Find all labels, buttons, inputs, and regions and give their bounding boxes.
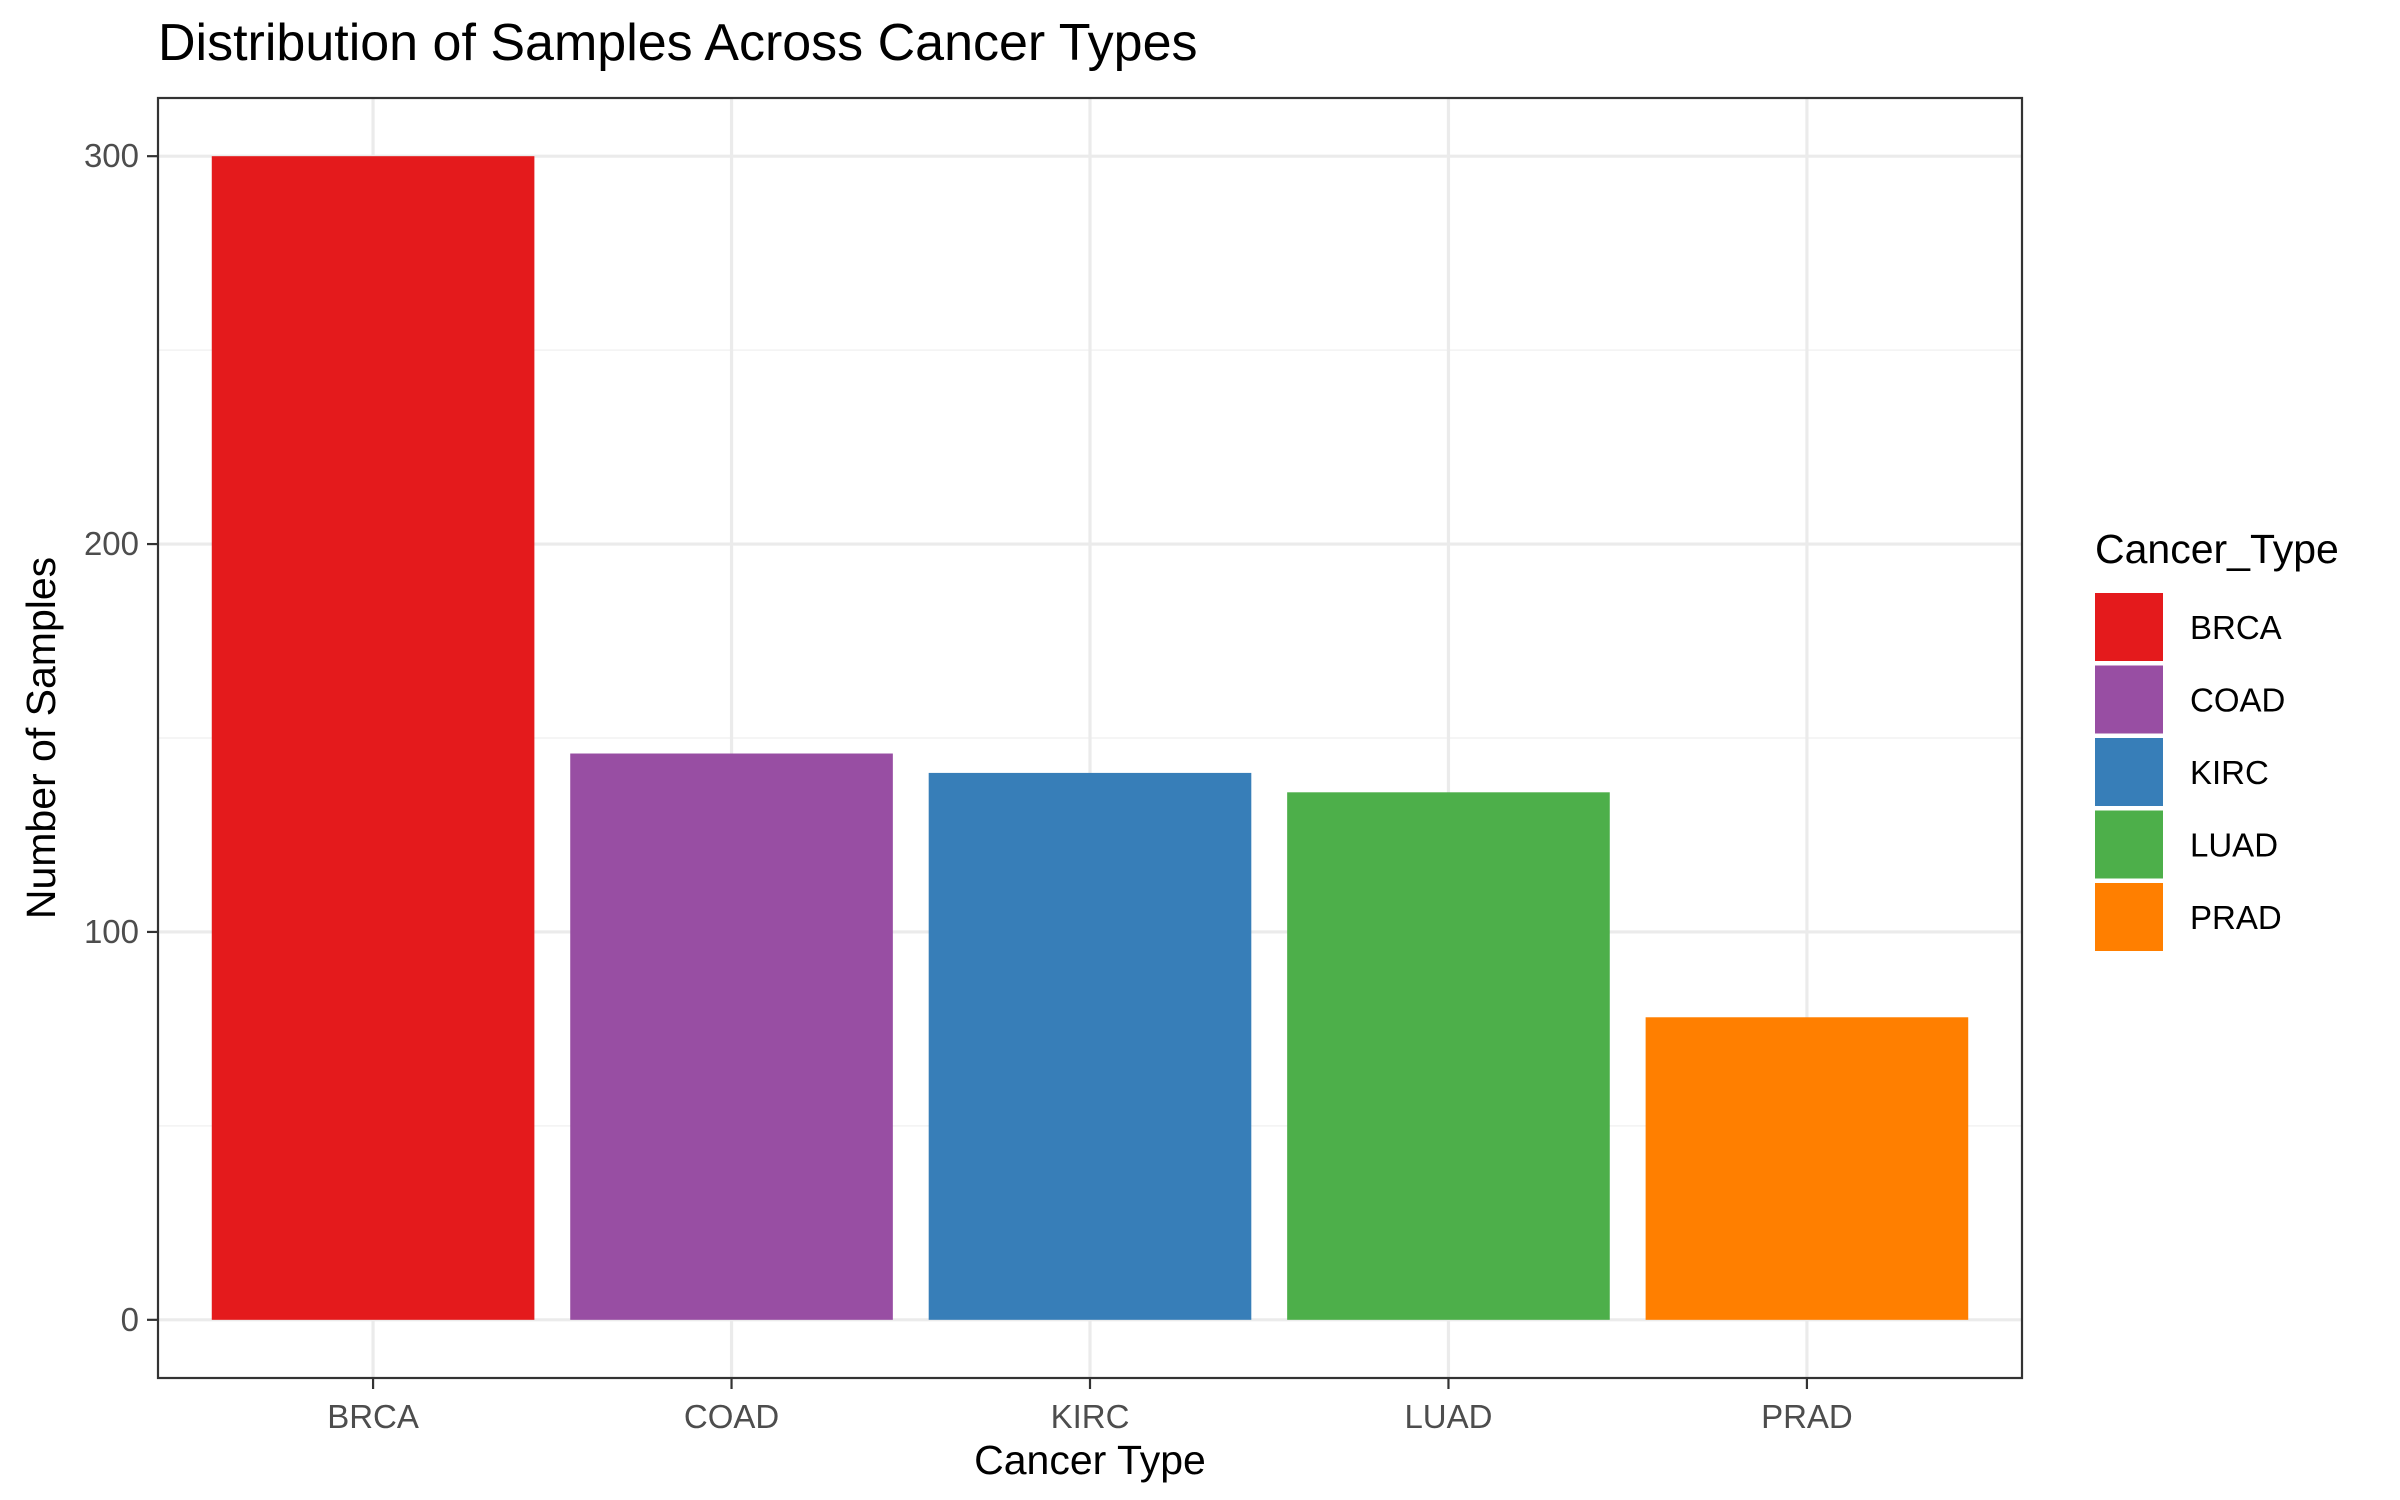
- legend: Cancer_Type BRCA COAD KIRC LUAD PRAD: [2095, 526, 2339, 951]
- legend-items: BRCA COAD KIRC LUAD PRAD: [2095, 593, 2285, 951]
- legend-key-kirc: [2095, 738, 2163, 806]
- x-tick-label: LUAD: [1404, 1398, 1492, 1435]
- legend-label: LUAD: [2190, 827, 2278, 864]
- x-tick-label: COAD: [684, 1398, 779, 1435]
- legend-key-coad: [2095, 665, 2163, 734]
- y-axis-title: Number of Samples: [18, 557, 64, 919]
- legend-label: COAD: [2190, 682, 2285, 719]
- x-tick-label: PRAD: [1761, 1398, 1853, 1435]
- y-tick-label: 100: [84, 913, 139, 950]
- y-tick-label: 300: [84, 137, 139, 174]
- y-tick-label: 0: [121, 1301, 139, 1338]
- bar-kirc: [928, 772, 1252, 1320]
- bar-brca: [211, 156, 535, 1320]
- legend-label: KIRC: [2190, 754, 2269, 791]
- legend-title: Cancer_Type: [2095, 526, 2339, 572]
- x-tick-label: KIRC: [1051, 1398, 1130, 1435]
- axes: 0 100 200 300 BRCA COAD KIRC LUAD PRAD: [84, 137, 1853, 1435]
- bar-coad: [570, 753, 893, 1320]
- bars: [211, 156, 1969, 1320]
- y-tick-label: 200: [84, 525, 139, 562]
- legend-key-luad: [2095, 810, 2163, 879]
- x-tick-label: BRCA: [327, 1398, 419, 1435]
- legend-label: BRCA: [2190, 609, 2282, 646]
- legend-key-prad: [2095, 883, 2163, 951]
- x-axis-title: Cancer Type: [974, 1437, 1206, 1483]
- legend-key-brca: [2095, 593, 2163, 661]
- bar-luad: [1287, 792, 1610, 1320]
- chart-title: Distribution of Samples Across Cancer Ty…: [158, 14, 1198, 72]
- legend-label: PRAD: [2190, 899, 2282, 936]
- bar-prad: [1645, 1017, 1969, 1320]
